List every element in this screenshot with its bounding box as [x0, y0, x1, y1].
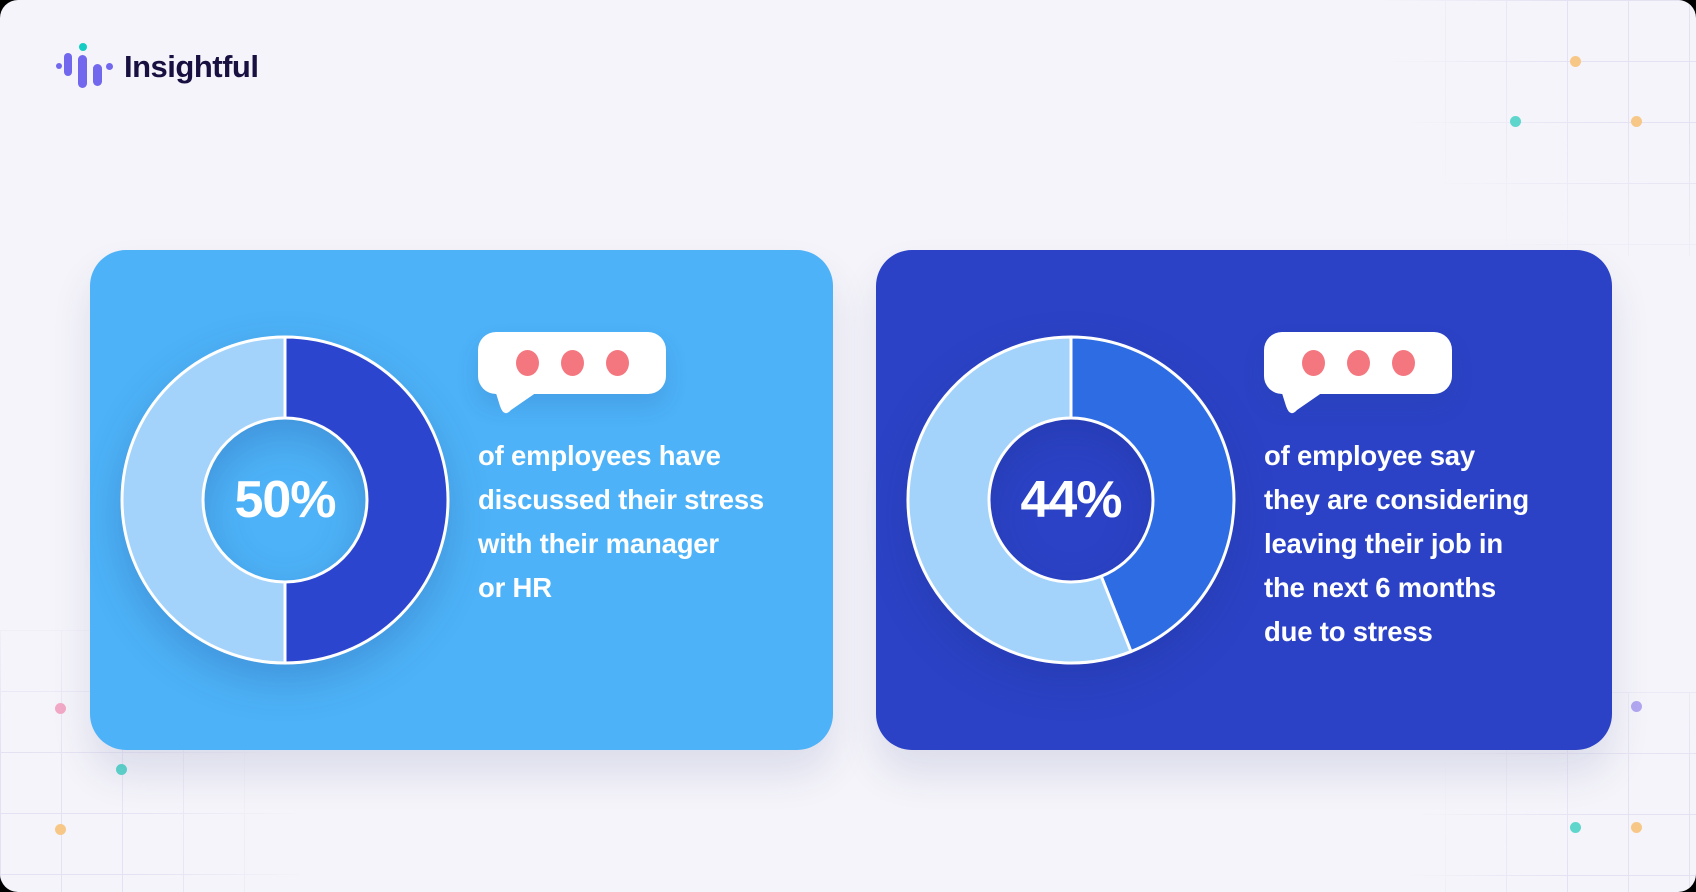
stat-description: of employee say they are considering lea…: [1264, 440, 1529, 647]
bubble-dot: [560, 350, 584, 376]
donut-chart-50: 50%: [120, 335, 450, 665]
deco-dot-orange: [1570, 56, 1581, 67]
bubble-dot: [1391, 350, 1415, 376]
brand-name: Insightful: [124, 49, 259, 84]
speech-bubble-icon: [1264, 332, 1452, 414]
logo-bar: [106, 63, 113, 70]
bubble-dot: [605, 350, 629, 376]
logo-bar: [56, 63, 62, 69]
stat-card-44: 44% of employee say they are considering…: [876, 250, 1612, 750]
deco-dot-lavender: [1631, 701, 1642, 712]
bubble-tail: [1281, 390, 1326, 414]
insightful-logo: Insightful: [52, 40, 259, 94]
deco-dot-orange: [1631, 822, 1642, 833]
deco-dot-pink: [55, 703, 66, 714]
bubble-dot: [1346, 350, 1370, 376]
deco-dot-teal: [116, 764, 127, 775]
percent-label: 50%: [234, 471, 336, 529]
donut-svg: [906, 335, 1236, 665]
speech-bubble-icon: [478, 332, 666, 414]
deco-dot-orange: [1631, 116, 1642, 127]
corner-grid-top-right: [1384, 0, 1696, 256]
bubble-dot: [515, 350, 539, 376]
deco-dot-orange: [55, 824, 66, 835]
bubble-tail: [495, 390, 540, 414]
logo-bar: [78, 55, 87, 88]
insightful-logo-icon: [52, 40, 116, 94]
logo-bar: [93, 64, 102, 86]
deco-dot-teal: [1570, 822, 1581, 833]
donut-svg: [120, 335, 450, 665]
stat-card-50: 50% of employees have discussed their st…: [90, 250, 833, 750]
deco-dot-teal: [1510, 116, 1521, 127]
bubble-dot: [1301, 350, 1325, 376]
logo-bar: [64, 53, 72, 76]
logo-teal-dot: [79, 43, 87, 51]
percent-label: 44%: [1020, 471, 1122, 529]
stat-description: of employees have discussed their stress…: [478, 440, 765, 603]
donut-chart-44: 44%: [906, 335, 1236, 665]
